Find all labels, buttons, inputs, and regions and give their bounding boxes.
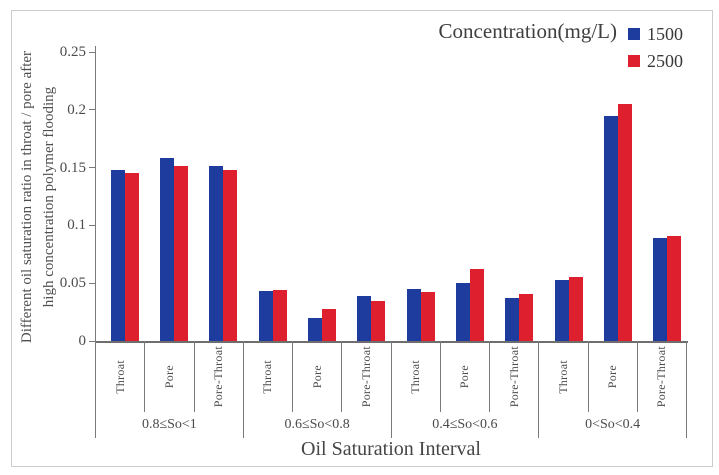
x-subcategory-cell: Pore-Throat (342, 341, 392, 412)
bar-1500-throat (110, 170, 125, 341)
bar-cell-pore-throat (199, 46, 248, 341)
figure-border (11, 10, 713, 467)
x-subcategory-cell: Pore-Throat (638, 341, 687, 412)
legend-swatch-icon (628, 28, 640, 40)
y-tick-label: 0.2 (67, 101, 86, 118)
y-tick-mark (89, 167, 95, 169)
legend-swatch-icon (628, 55, 640, 67)
y-tick-label: 0.25 (59, 44, 86, 60)
bar-1500-pore (603, 116, 618, 341)
x-subcategory-cell: Throat (244, 341, 293, 412)
x-subcategory-label: Pore (605, 364, 620, 389)
y-tick-mark (89, 51, 95, 53)
x-group-label: 0.8≤So<1 (96, 412, 244, 438)
y-axis-title-line2: high concentration polymer flooding (41, 86, 57, 308)
x-subcategory-cell: Throat (96, 341, 146, 412)
x-group-label: 0<So<0.4 (539, 412, 687, 438)
bar-2500-pore (173, 166, 188, 341)
bar-cell-pore-throat (495, 46, 544, 341)
plot-area (95, 46, 688, 343)
legend-entry-1500: 1500 (628, 24, 683, 44)
x-subcategory-cell: Throat (392, 341, 441, 412)
bar-cell-pore (593, 46, 642, 341)
x-group-label: 0.4≤So<0.6 (392, 412, 540, 438)
y-tick-label: 0 (78, 333, 87, 349)
bar-cell-throat (248, 46, 297, 341)
x-subcategory-label: Throat (260, 359, 275, 394)
x-subcategory-label: Pore-Throat (358, 345, 373, 408)
bar-2500-throat (124, 173, 139, 341)
legend-entry-label: 1500 (647, 24, 683, 44)
bar-2500-throat (272, 290, 287, 341)
bar-1500-pore-throat (653, 238, 668, 341)
bar-2500-pore-throat (519, 294, 534, 341)
x-subcategory-cell: Pore-Throat (195, 341, 244, 412)
bar-cell-throat (396, 46, 445, 341)
bar-cell-pore (445, 46, 494, 341)
x-subcategory-label: Pore (161, 364, 176, 389)
bar-cell-pore-throat (643, 46, 692, 341)
bar-2500-pore-throat (667, 236, 682, 341)
bar-cell-throat (544, 46, 593, 341)
legend: 1500 2500 (628, 24, 683, 78)
x-subcategory-label: Pore (457, 364, 472, 389)
x-subcategory-label: Pore-Throat (654, 345, 669, 408)
y-tick-mark (89, 109, 95, 111)
x-subcategory-label: Throat (408, 359, 423, 394)
x-subcategory-label: Throat (112, 359, 127, 394)
bar-1500-throat (258, 291, 273, 341)
x-subcategory-cell: Throat (539, 341, 589, 412)
bar-2500-throat (568, 277, 583, 341)
x-subcategory-cell: Pore (441, 341, 490, 412)
x-subcategory-cell: Pore (145, 341, 195, 412)
bar-2500-pore (469, 269, 484, 341)
y-tick-label: 0.15 (59, 159, 86, 176)
bar-2500-pore-throat (223, 170, 238, 341)
bar-cell-pore (297, 46, 346, 341)
x-group-label: 0.6≤So<0.8 (244, 412, 392, 438)
y-tick-label: 0.05 (59, 275, 86, 292)
x-axis-subcategory-labels: Throat Pore Pore-Throat Throat Pore Pore-Thro… (95, 341, 687, 412)
bar-1500-pore (159, 158, 174, 341)
bar-1500-throat (554, 280, 569, 341)
legend-entry-2500: 2500 (628, 51, 683, 71)
bar-2500-pore (617, 104, 632, 341)
legend-entry-label: 2500 (647, 51, 683, 71)
x-axis-group-labels: 0.8≤So<1 0.6≤So<0.8 0.4≤So<0.6 0<So<0.4 (95, 412, 687, 438)
bar-1500-pore-throat (505, 298, 520, 341)
bar-2500-pore-throat (371, 301, 386, 341)
y-axis-title: Different oil saturation ratio in throat… (16, 17, 62, 377)
x-subcategory-label: Pore-Throat (211, 345, 226, 408)
bar-cell-throat (100, 46, 149, 341)
x-subcategory-cell: Pore (293, 341, 343, 412)
bar-1500-pore (307, 318, 322, 341)
x-axis-title: Oil Saturation Interval (301, 438, 481, 460)
bar-1500-pore-throat (357, 296, 372, 341)
bar-2500-throat (420, 292, 435, 341)
legend-title: Concentration(mg/L) (438, 19, 617, 43)
bar-1500-throat (406, 289, 421, 341)
x-subcategory-cell: Pore (589, 341, 638, 412)
x-subcategory-label: Throat (555, 359, 570, 394)
y-tick-mark (89, 224, 95, 226)
bar-1500-pore-throat (209, 166, 224, 341)
bar-cell-pore (149, 46, 198, 341)
y-tick-label: 0.1 (67, 217, 86, 234)
y-axis-title-line1: Different oil saturation ratio in throat… (19, 50, 35, 344)
bar-1500-pore (455, 283, 470, 341)
x-subcategory-label: Pore-Throat (506, 345, 521, 408)
y-tick-mark (89, 340, 95, 342)
bar-2500-pore (321, 309, 336, 341)
bar-cell-pore-throat (347, 46, 396, 341)
x-subcategory-cell: Pore-Throat (490, 341, 540, 412)
y-tick-mark (89, 282, 95, 284)
x-subcategory-label: Pore (309, 364, 324, 389)
